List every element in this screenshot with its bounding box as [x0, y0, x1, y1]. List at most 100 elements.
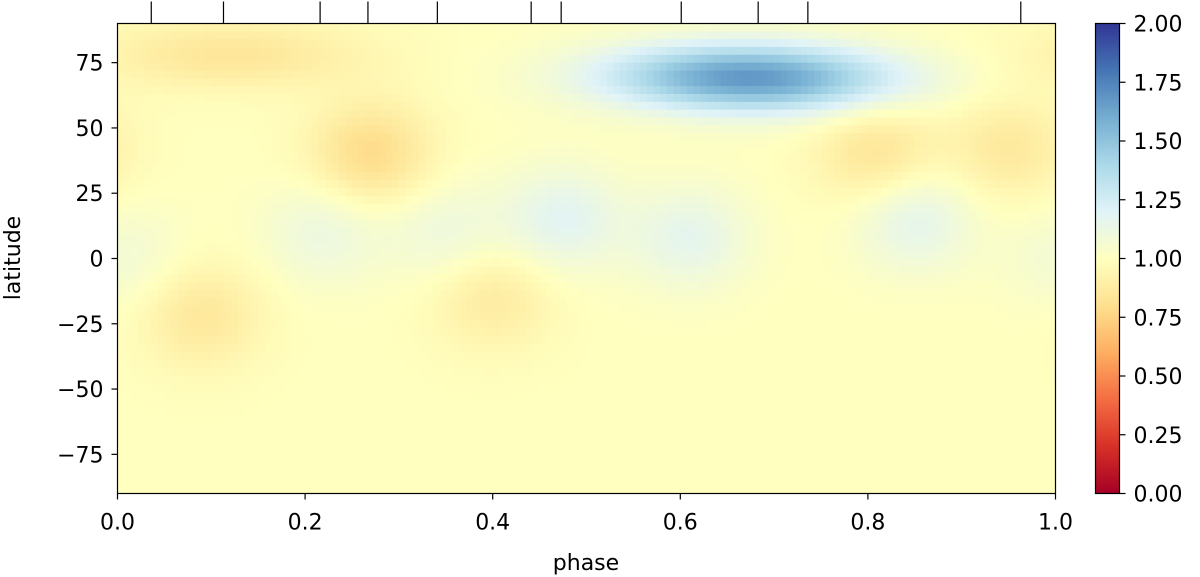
heatmap-cell	[218, 39, 226, 48]
heatmap-cell	[995, 235, 1003, 244]
heatmap-cell	[961, 235, 969, 244]
heatmap-cell	[177, 219, 186, 228]
heatmap-cell	[512, 227, 521, 236]
heatmap-cell	[486, 242, 494, 252]
heatmap-cell	[794, 94, 802, 103]
heatmap-cell	[486, 101, 494, 111]
heatmap-cell	[171, 203, 179, 213]
heatmap-cell	[961, 23, 969, 32]
heatmap-cell	[1042, 242, 1050, 252]
heatmap-cell	[244, 211, 253, 220]
heatmap-cell	[432, 39, 440, 48]
heatmap-cell	[439, 203, 447, 213]
heatmap-cell	[847, 141, 856, 150]
heatmap-cell	[151, 109, 159, 119]
heatmap-cell	[1001, 203, 1010, 213]
heatmap-cell	[291, 172, 299, 181]
heatmap-cell	[720, 54, 728, 64]
heatmap-cell	[124, 23, 132, 32]
heatmap-cell	[807, 258, 815, 267]
heatmap-cell	[365, 117, 373, 126]
heatmap-cell	[586, 70, 594, 79]
heatmap-cell	[894, 141, 902, 150]
heatmap-cell	[774, 258, 782, 267]
heatmap-cell	[465, 195, 474, 205]
heatmap-cell	[372, 109, 380, 119]
heatmap-cell	[472, 94, 480, 103]
heatmap-cell	[854, 219, 862, 228]
heatmap-cell	[579, 23, 588, 32]
heatmap-cell	[566, 141, 574, 150]
heatmap-cell	[184, 227, 192, 236]
heatmap-cell	[606, 47, 614, 56]
heatmap-cell	[419, 94, 427, 103]
heatmap-cell	[814, 156, 822, 166]
heatmap-cell	[633, 78, 641, 87]
heatmap-cell	[171, 31, 179, 40]
heatmap-cell	[713, 23, 722, 32]
heatmap-cell	[874, 274, 882, 283]
heatmap-cell	[660, 250, 668, 260]
heatmap-cell	[800, 23, 809, 32]
heatmap-cell	[754, 188, 762, 197]
heatmap-cell	[144, 274, 152, 283]
heatmap-cell	[251, 156, 259, 166]
heatmap-cell	[666, 54, 675, 64]
heatmap-cell	[506, 274, 514, 283]
heatmap-cell	[693, 235, 701, 244]
heatmap-cell	[191, 117, 199, 126]
heatmap-cell	[398, 282, 407, 291]
heatmap-cell	[459, 78, 467, 87]
heatmap-cell	[184, 242, 192, 252]
heatmap-cell	[914, 195, 923, 205]
heatmap-cell	[285, 23, 293, 32]
heatmap-cell	[1028, 101, 1036, 111]
heatmap-cell	[727, 219, 735, 228]
heatmap-cell	[1022, 70, 1030, 79]
heatmap-cell	[258, 195, 266, 205]
heatmap-cell	[633, 297, 641, 307]
heatmap-cell	[888, 266, 896, 275]
heatmap-cell	[425, 180, 433, 189]
heatmap-cell	[224, 109, 232, 119]
heatmap-cell	[747, 250, 755, 260]
heatmap-cell	[579, 180, 588, 189]
heatmap-cell	[331, 289, 340, 299]
heatmap-cell	[412, 23, 420, 32]
heatmap-cell	[338, 62, 346, 72]
heatmap-cell	[586, 94, 594, 103]
heatmap-cell	[800, 203, 809, 213]
heatmap-cell	[934, 70, 943, 79]
heatmap-cell	[264, 23, 273, 32]
heatmap-cell	[218, 258, 226, 267]
heatmap-cell	[425, 164, 433, 173]
heatmap-cell	[780, 211, 789, 220]
heatmap-cell	[720, 47, 728, 56]
heatmap-cell	[539, 47, 547, 56]
heatmap-cell	[238, 211, 246, 220]
heatmap-cell	[707, 109, 715, 119]
heatmap-cell	[506, 101, 514, 111]
heatmap-cell	[218, 266, 226, 275]
heatmap-cell	[358, 289, 366, 299]
heatmap-cell	[827, 94, 835, 103]
heatmap-cell	[579, 188, 588, 197]
heatmap-cell	[914, 258, 923, 267]
heatmap-cell	[425, 70, 433, 79]
heatmap-cell	[693, 282, 701, 291]
heatmap-cell	[794, 54, 802, 64]
heatmap-cell	[787, 47, 795, 56]
heatmap-cell	[144, 125, 152, 134]
heatmap-cell	[780, 274, 789, 283]
heatmap-cell	[626, 211, 634, 220]
heatmap-cell	[151, 235, 159, 244]
heatmap-cell	[492, 195, 500, 205]
heatmap-cell	[995, 78, 1003, 87]
heatmap-cell	[814, 47, 822, 56]
heatmap-cell	[392, 289, 400, 299]
heatmap-cell	[754, 31, 762, 40]
heatmap-cell	[305, 258, 313, 267]
heatmap-cell	[861, 164, 869, 173]
heatmap-cell	[298, 211, 306, 220]
heatmap-cell	[901, 156, 909, 166]
